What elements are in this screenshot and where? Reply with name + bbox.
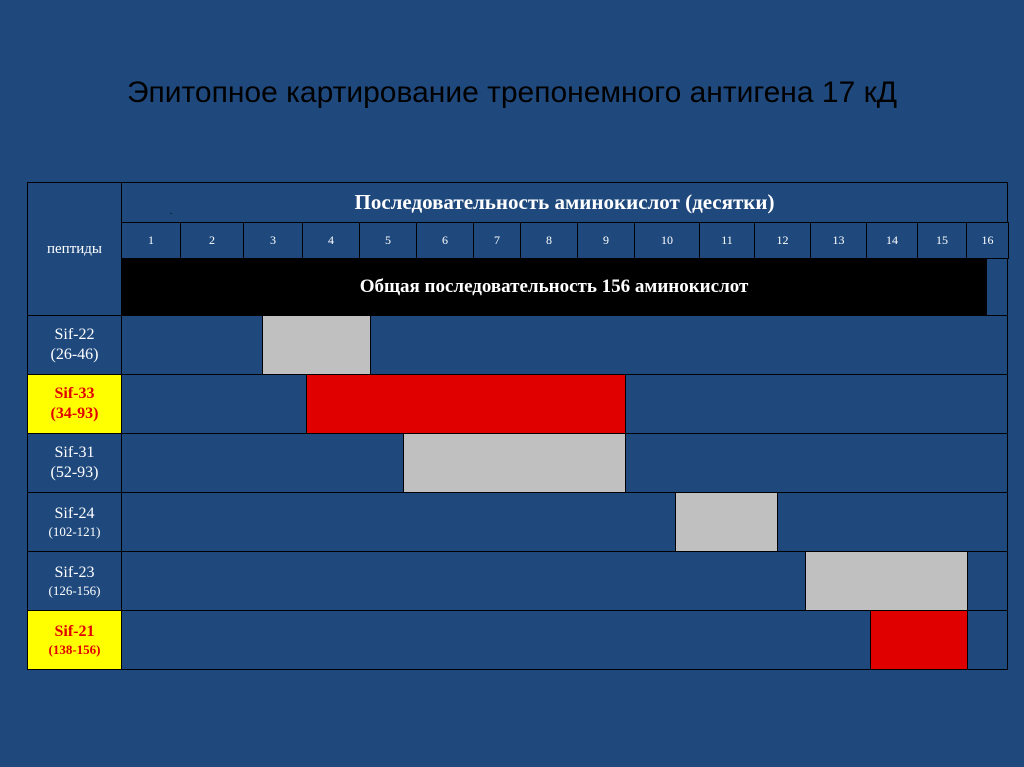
column-number: 13 bbox=[810, 222, 867, 259]
peptide-name: Sif-33 bbox=[54, 385, 95, 402]
peptide-label-cell: Sif-21 (138-156) bbox=[27, 610, 122, 670]
page-title: Эпитопное картирование трепонемного анти… bbox=[126, 76, 898, 109]
peptide-name: Sif-31 bbox=[54, 444, 95, 461]
column-number: 14 bbox=[866, 222, 918, 259]
total-sequence-label: Общая последовательность 156 аминокислот bbox=[359, 275, 749, 297]
peptide-track bbox=[121, 610, 1008, 670]
total-sequence-tail bbox=[986, 258, 1008, 316]
peptides-header-cell: пептиды bbox=[27, 182, 122, 316]
column-number: 7 bbox=[473, 222, 521, 259]
peptide-span-bar bbox=[870, 610, 969, 670]
peptide-range: (52-93) bbox=[50, 464, 99, 481]
peptide-name: Sif-21 bbox=[54, 622, 95, 640]
peptide-range: (138-156) bbox=[48, 641, 101, 657]
peptide-label-cell: Sif-33 (34-93) bbox=[27, 374, 122, 434]
column-number: 11 bbox=[699, 222, 755, 259]
column-number: 2 bbox=[180, 222, 244, 259]
column-number: 12 bbox=[754, 222, 811, 259]
peptide-label-cell: Sif-31 (52-93) bbox=[27, 433, 122, 493]
peptide-span-bar bbox=[674, 492, 779, 552]
column-number: 3 bbox=[243, 222, 303, 259]
sequence-header-cell: Последовательность аминокислот (десятки) bbox=[121, 182, 1008, 223]
peptide-label-cell: Sif-22 (26-46) bbox=[27, 315, 122, 375]
peptide-span-bar bbox=[805, 551, 969, 611]
peptide-name: Sif-24 bbox=[54, 504, 95, 522]
column-number: 6 bbox=[416, 222, 474, 259]
peptide-label-cell: Sif-24 (102-121) bbox=[27, 492, 122, 552]
peptide-range: (102-121) bbox=[48, 523, 101, 539]
peptide-track bbox=[121, 492, 1008, 552]
column-number: 5 bbox=[359, 222, 417, 259]
column-number: 16 bbox=[966, 222, 1009, 259]
peptide-track bbox=[121, 315, 1008, 375]
peptide-span-bar bbox=[262, 315, 371, 375]
peptide-span-bar bbox=[403, 433, 626, 493]
column-number: 9 bbox=[577, 222, 635, 259]
column-number: 15 bbox=[917, 222, 967, 259]
peptide-label-cell: Sif-23 (126-156) bbox=[27, 551, 122, 611]
total-sequence-bar: Общая последовательность 156 аминокислот bbox=[121, 258, 987, 315]
peptide-range: (34-93) bbox=[50, 405, 99, 422]
column-number: 10 bbox=[634, 222, 700, 259]
peptide-range: (26-46) bbox=[50, 346, 99, 363]
peptide-span-bar bbox=[305, 374, 626, 434]
peptide-name: Sif-22 bbox=[54, 326, 95, 343]
peptides-label: пептиды bbox=[46, 240, 102, 257]
header-mark: . bbox=[170, 206, 173, 216]
peptide-range: (126-156) bbox=[48, 582, 101, 598]
column-number: 4 bbox=[302, 222, 360, 259]
peptide-name: Sif-23 bbox=[54, 563, 95, 581]
sequence-header: Последовательность аминокислот (десятки) bbox=[354, 190, 775, 214]
column-number: 8 bbox=[520, 222, 578, 259]
column-number: 1 bbox=[121, 222, 181, 259]
